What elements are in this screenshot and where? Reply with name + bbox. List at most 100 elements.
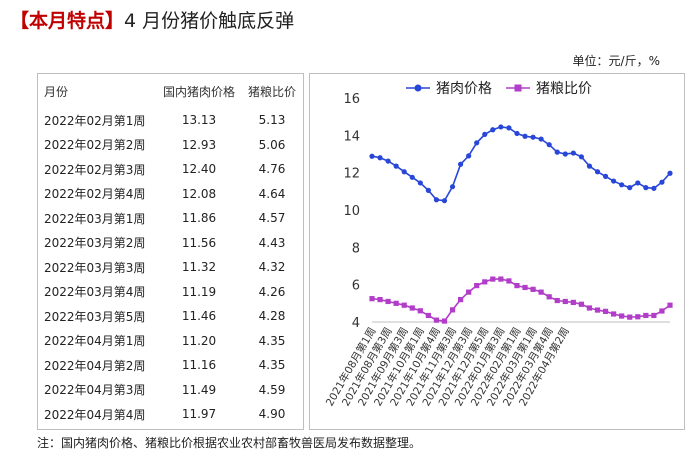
data-point [635, 314, 641, 320]
data-point [659, 179, 665, 185]
data-point [457, 161, 464, 167]
cell-month: 2022年03月第2周 [44, 236, 146, 251]
table-row: 2022年03月第2周 11.56 4.43 [38, 231, 303, 256]
y-tick-label: 8 [352, 241, 360, 256]
data-point [602, 308, 609, 314]
legend-marker [414, 84, 422, 92]
table-row: 2022年02月第2周 12.93 5.06 [38, 133, 303, 158]
table-row: 2022年03月第5周 11.46 4.28 [38, 304, 303, 329]
cell-month: 2022年03月第1周 [44, 211, 146, 226]
cell-pig-grain-ratio: 4.35 [258, 333, 286, 348]
data-point [490, 127, 496, 133]
cell-pork-price: 11.49 [181, 382, 217, 397]
data-point [482, 131, 488, 137]
data-point [667, 302, 673, 308]
cell-pig-grain-ratio: 4.76 [258, 162, 286, 177]
cell-month: 2022年03月第3周 [44, 260, 146, 275]
data-point [627, 314, 633, 320]
data-point [377, 297, 383, 303]
data-point [417, 180, 423, 186]
data-point [602, 173, 609, 179]
data-point [651, 312, 657, 319]
series-line-2 [371, 278, 671, 322]
cell-pig-grain-ratio: 5.13 [258, 113, 286, 128]
data-point [667, 170, 673, 176]
cell-pork-price: 12.08 [181, 186, 217, 201]
table-body: 2022年02月第1周 13.13 5.13 2022年02月第2周 12.93 5.06… [38, 108, 303, 427]
data-point [659, 308, 665, 314]
data-point [611, 311, 617, 317]
series-line-1 [371, 126, 671, 202]
data-point [578, 154, 585, 160]
legend-marker [514, 84, 522, 92]
data-point [441, 198, 448, 204]
data-point [506, 125, 512, 131]
data-point [554, 149, 560, 155]
data-point [433, 197, 440, 203]
cell-month: 2022年04月第4周 [44, 407, 146, 422]
cell-pig-grain-ratio: 4.57 [258, 211, 286, 226]
cell-month: 2022年02月第2周 [44, 138, 146, 153]
data-point [385, 298, 391, 305]
data-point [498, 276, 504, 282]
report-title: 【本月特点】4 月份猪价触底反弹 [10, 6, 294, 33]
data-point [393, 300, 399, 306]
data-point [627, 185, 633, 191]
y-tick-label: 16 [343, 92, 360, 107]
data-point [482, 279, 488, 285]
data-point [466, 289, 472, 295]
data-point [433, 317, 440, 323]
data-point [538, 136, 544, 142]
cell-month: 2022年03月第5周 [44, 309, 146, 324]
data-point [409, 305, 415, 311]
data-point [594, 169, 601, 175]
data-point [417, 308, 423, 314]
data-point [619, 182, 625, 188]
table-row: 2022年02月第4周 12.08 4.64 [38, 182, 303, 207]
data-point [586, 305, 593, 311]
price-table: 月份 国内猪肉价格 猪粮比价 2022年02月第1周 13.13 5.13 2022年… [38, 74, 303, 427]
data-point [554, 297, 560, 304]
column-header-month: 月份 [44, 84, 69, 99]
cell-month: 2022年02月第4周 [44, 187, 146, 202]
cell-month: 2022年02月第3周 [44, 162, 146, 177]
cell-pig-grain-ratio: 4.59 [258, 382, 286, 397]
data-point [522, 284, 528, 291]
data-point [393, 163, 399, 169]
data-point [409, 174, 415, 180]
column-header-pig-grain-ratio: 猪粮比价 [247, 84, 296, 99]
cell-month: 2022年04月第1周 [44, 334, 146, 349]
cell-pork-price: 12.93 [181, 137, 217, 152]
table-row: 2022年02月第1周 13.13 5.13 [38, 108, 303, 133]
y-tick-label: 6 [352, 279, 360, 294]
y-tick-label: 12 [343, 167, 360, 182]
table-row: 2022年04月第2周 11.16 4.35 [38, 353, 303, 378]
cell-pig-grain-ratio: 4.26 [258, 284, 286, 299]
data-point [514, 130, 520, 137]
data-point [466, 153, 472, 159]
column-header-pork-price: 国内猪肉价格 [162, 84, 235, 99]
legend-label: 猪肉价格 [436, 81, 492, 97]
data-point [546, 294, 552, 300]
data-point [385, 158, 391, 164]
data-point [425, 312, 431, 319]
cell-month: 2022年04月第3周 [44, 383, 146, 398]
data-point [369, 153, 375, 159]
data-point [578, 301, 585, 307]
data-point [570, 150, 576, 156]
title-bracket-label: 【本月特点】 [10, 10, 125, 32]
y-tick-label: 10 [343, 204, 360, 219]
y-tick-label: 14 [343, 129, 360, 144]
data-point [369, 296, 375, 302]
table-row: 2022年02月第3周 12.40 4.76 [38, 157, 303, 182]
data-point [401, 302, 407, 308]
data-point [530, 134, 536, 140]
data-point [449, 307, 456, 313]
data-point [449, 184, 456, 190]
data-point [474, 283, 480, 289]
data-point [530, 286, 536, 292]
data-point [546, 142, 552, 148]
data-point [570, 299, 576, 305]
data-point [514, 283, 520, 289]
line-chart-panel: 4 6 8 10 12 14 16 2021年08月第1周 2021年08月第3周 2021年09… [309, 73, 685, 430]
